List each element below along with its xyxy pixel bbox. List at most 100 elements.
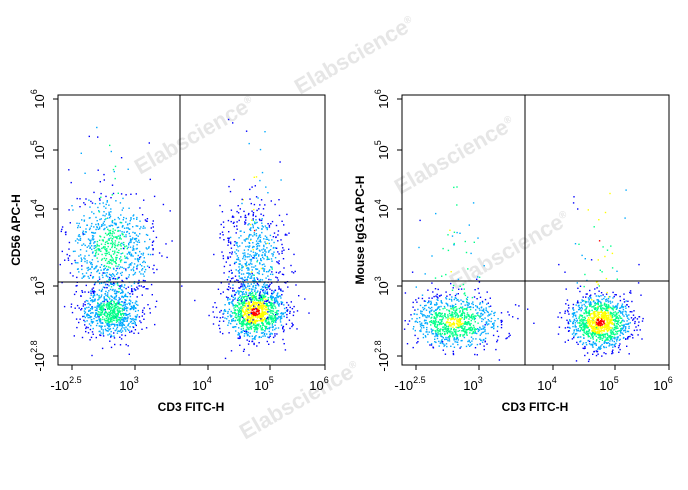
event-dot [605,316,608,318]
event-dot [273,317,276,319]
event-dot [463,334,466,336]
event-dot [259,263,261,265]
event-dot [572,325,574,328]
event-dot [271,299,273,301]
event-dot [81,336,84,339]
event-dot [581,299,583,301]
event-dot [598,324,600,327]
event-dot [597,259,599,261]
event-dot [117,192,119,194]
event-dot [457,343,459,346]
event-dot [145,220,147,222]
event-dot [82,275,85,277]
event-dot [129,263,132,265]
event-dot [156,268,158,271]
event-dot [104,218,106,221]
event-dot [250,202,252,205]
event-dot [236,299,239,301]
event-dot [143,286,145,288]
event-dot [593,331,595,333]
event-dot [617,302,619,305]
event-dot [584,317,586,320]
event-dot [588,313,590,315]
event-dot [501,320,503,322]
event-dot [262,309,264,311]
event-dot [250,250,252,252]
event-dot [258,245,261,247]
event-dot [116,328,118,330]
event-dot [181,285,183,287]
event-dot [277,240,279,242]
event-dot [267,258,269,260]
event-dot [132,307,134,310]
event-dot [445,297,447,299]
event-dot [609,334,612,336]
event-dot [240,321,242,323]
event-dot [242,257,244,260]
event-dot [601,271,603,273]
event-dot [84,172,86,174]
event-dot [432,333,435,335]
event-dot [252,312,254,314]
event-dot [477,329,480,331]
event-dot [76,238,78,240]
event-dot [259,204,261,206]
event-dot [267,322,269,324]
event-dot [97,311,99,313]
event-dot [91,301,94,303]
event-dot [220,309,222,312]
event-dot [412,306,414,308]
event-dot [471,316,473,318]
event-dot [473,326,475,328]
event-dot [253,319,255,321]
event-dot [135,193,137,195]
event-dot [105,329,107,332]
event-dot [281,294,283,296]
event-dot [242,282,245,284]
event-dot [102,246,104,249]
event-dot [258,304,260,306]
event-dot [248,272,251,275]
event-dot [114,240,117,242]
event-dot [280,179,282,181]
event-dot [443,345,445,347]
event-dot [75,262,77,264]
event-dot [574,319,576,322]
event-dot [435,309,437,311]
event-dot [162,203,165,206]
event-dot [254,289,256,291]
event-dot [250,296,252,299]
event-dot [113,275,116,277]
event-dot [131,290,134,293]
event-dot [238,290,240,292]
event-dot [256,302,258,304]
event-dot [91,248,93,251]
event-dot [101,247,103,250]
event-dot [112,311,114,314]
event-dot [599,300,601,303]
event-dot [242,256,245,258]
event-dot [101,253,103,256]
event-dot [627,330,630,333]
event-dot [437,306,440,309]
event-dot [132,231,134,234]
event-dot [123,241,125,244]
event-dot [255,328,257,331]
event-dot [248,267,250,270]
event-dot [266,323,268,325]
event-dot [227,310,229,313]
event-dot [455,293,458,295]
event-dot [95,216,97,219]
event-dot [272,253,274,255]
event-dot [595,314,597,317]
event-dot [155,300,158,302]
event-dot [254,326,256,328]
event-dot [99,311,101,313]
event-dot [585,293,587,295]
event-dot [241,331,243,333]
event-dot [468,340,470,342]
event-dot [245,263,247,265]
event-dot [117,272,119,274]
event-dot [593,226,595,228]
event-dot [265,284,267,286]
